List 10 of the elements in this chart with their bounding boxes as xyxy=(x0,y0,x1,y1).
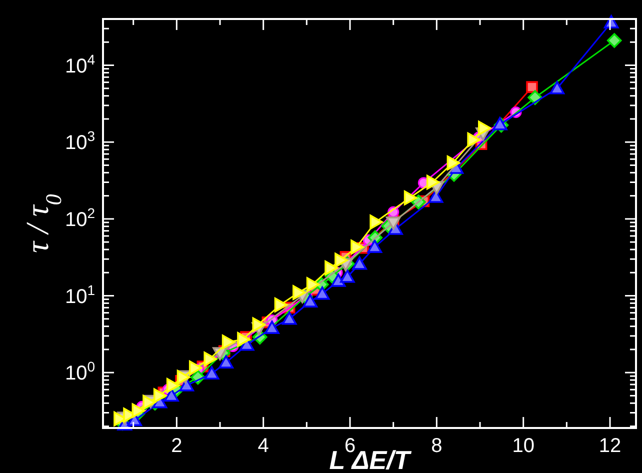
y-tick-label: 10$^{4}$ xyxy=(64,51,96,78)
y-tick-label: 10$^{3}$ xyxy=(64,128,96,154)
x-tick-label: 8 xyxy=(431,435,442,457)
x-tick-label: 10 xyxy=(512,435,534,457)
x-tick-label: 2 xyxy=(171,435,182,457)
y-tick-label: 10$^{1}$ xyxy=(64,282,96,308)
x-tick-label: 12 xyxy=(598,435,622,457)
y-tick-label: 10$^{2}$ xyxy=(64,204,96,231)
x-tick-label: 4 xyxy=(258,435,269,457)
y-tick-label: 10$^{0}$ xyxy=(64,358,96,385)
